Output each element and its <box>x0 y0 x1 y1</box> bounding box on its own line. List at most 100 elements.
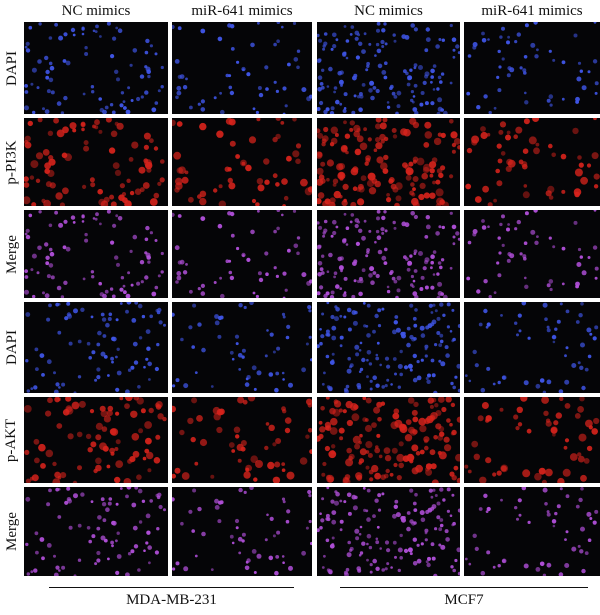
cell-nucleus <box>528 136 537 145</box>
cell-nucleus <box>160 251 164 256</box>
cell-nucleus <box>410 211 415 216</box>
cell-nucleus <box>175 280 179 284</box>
cell-nucleus <box>158 504 163 510</box>
cell-nucleus <box>579 255 583 259</box>
cell-nucleus <box>548 143 553 149</box>
cell-nucleus <box>276 210 281 212</box>
cell-nucleus <box>577 406 584 413</box>
cell-nucleus <box>284 288 288 292</box>
cell-nucleus <box>393 320 398 325</box>
cell-nucleus <box>283 195 289 201</box>
cell-nucleus <box>125 309 129 314</box>
cell-nucleus <box>188 509 193 514</box>
cell-nucleus <box>275 182 280 187</box>
cell-nucleus <box>355 241 360 246</box>
cell-nucleus <box>24 141 32 149</box>
cell-nucleus <box>46 543 52 548</box>
cell-nucleus <box>357 183 364 190</box>
cell-nucleus <box>375 353 379 357</box>
cell-nucleus <box>175 95 179 100</box>
cell-nucleus <box>386 548 391 553</box>
cell-nucleus <box>325 517 329 521</box>
cell-nucleus <box>267 461 275 470</box>
cell-nucleus <box>369 379 373 383</box>
cell-nucleus <box>31 202 37 206</box>
cell-nucleus <box>354 30 360 36</box>
cell-nucleus <box>218 200 226 206</box>
cell-nucleus <box>548 236 552 240</box>
cell-nucleus <box>154 239 158 242</box>
cell-nucleus <box>177 26 182 31</box>
cell-nucleus <box>319 341 323 346</box>
cell-nucleus <box>319 100 324 106</box>
cell-nucleus <box>153 192 160 199</box>
cell-nucleus <box>366 250 370 254</box>
cell-nucleus <box>399 372 403 377</box>
cell-nucleus <box>130 283 134 287</box>
cell-nucleus <box>231 449 236 453</box>
cell-nucleus <box>219 500 224 505</box>
cell-nucleus <box>144 421 152 429</box>
cell-nucleus <box>352 75 357 81</box>
cell-nucleus <box>476 105 481 110</box>
cell-nucleus <box>546 379 552 385</box>
cell-nucleus <box>276 346 281 351</box>
cell-nucleus <box>145 541 149 545</box>
cell-nucleus <box>138 520 143 524</box>
cell-nucleus <box>127 86 131 90</box>
cell-nucleus <box>217 519 222 524</box>
cell-nucleus <box>52 478 61 483</box>
cell-nucleus <box>24 182 30 188</box>
cell-nucleus <box>383 447 391 454</box>
cell-nucleus <box>492 472 497 477</box>
cell-nucleus <box>307 428 312 433</box>
cell-nucleus <box>218 184 223 189</box>
cell-nucleus <box>286 509 291 514</box>
cell-nucleus <box>366 488 371 493</box>
cell-nucleus <box>141 499 146 503</box>
cell-nucleus <box>32 110 36 114</box>
cell-nucleus <box>317 192 325 199</box>
cell-nucleus <box>285 519 290 524</box>
cell-nucleus <box>345 56 349 60</box>
cell-nucleus <box>365 254 369 258</box>
cell-nucleus <box>54 22 58 27</box>
cell-nucleus <box>506 258 511 263</box>
cell-nucleus <box>326 159 334 167</box>
cell-nucleus <box>349 120 355 126</box>
cell-nucleus <box>110 240 115 245</box>
cell-nucleus <box>451 142 457 148</box>
cell-nucleus <box>157 181 162 186</box>
cell-nucleus <box>449 174 454 179</box>
cell-nucleus <box>48 155 54 161</box>
cell-nucleus <box>345 567 350 572</box>
cell-nucleus <box>104 289 109 294</box>
cell-nucleus <box>155 404 162 410</box>
cell-nucleus <box>98 97 102 101</box>
cell-nucleus <box>340 144 348 152</box>
cell-nucleus <box>558 572 564 576</box>
cell-nucleus <box>565 346 569 350</box>
cell-nucleus <box>78 400 86 408</box>
cell-nucleus <box>516 333 519 337</box>
cell-nucleus <box>350 403 358 411</box>
cell-nucleus <box>256 118 261 122</box>
micrograph-dapi-r0-c1 <box>172 22 312 114</box>
cell-nucleus <box>139 260 145 265</box>
cell-nucleus <box>50 275 55 280</box>
cell-nucleus <box>488 110 492 114</box>
cell-nucleus <box>375 383 380 388</box>
cell-nucleus <box>345 243 349 246</box>
cell-nucleus <box>275 89 279 93</box>
cell-nucleus <box>201 347 206 353</box>
cell-nucleus <box>402 455 410 462</box>
cell-nucleus <box>577 61 582 65</box>
cell-nucleus <box>275 555 280 559</box>
cell-nucleus <box>361 235 366 241</box>
cell-nucleus <box>485 325 489 329</box>
cell-nucleus <box>424 131 433 139</box>
cell-nucleus <box>159 177 165 183</box>
cell-nucleus <box>104 105 109 110</box>
cell-nucleus <box>288 382 293 388</box>
cell-nucleus <box>125 293 131 298</box>
